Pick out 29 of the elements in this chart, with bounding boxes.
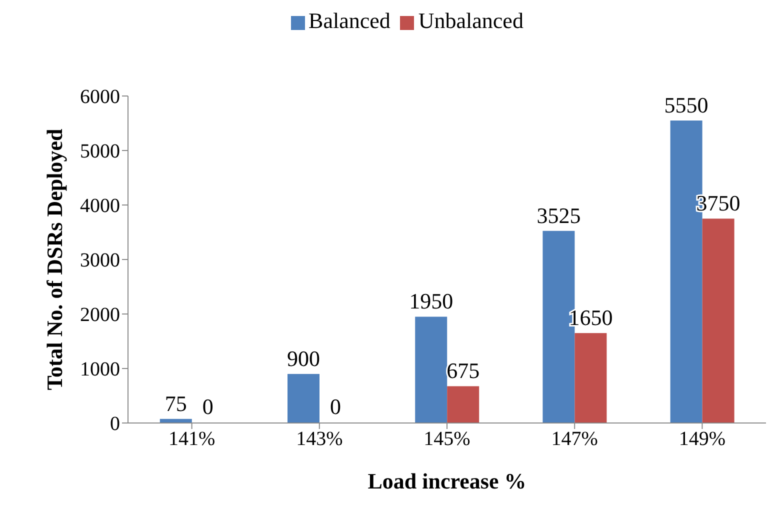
x-tick-label: 149%: [678, 428, 726, 450]
x-tick-label: 147%: [551, 428, 598, 450]
y-axis-title: Total No. of DSRs Deployed: [42, 128, 67, 390]
y-tick-label: 6000: [80, 86, 120, 108]
bar: [415, 316, 448, 423]
x-axis-title: Load increase %: [368, 468, 526, 494]
data-label: 5550: [664, 92, 708, 118]
y-tick-label: 0: [110, 413, 120, 436]
x-tick-label: 141%: [168, 428, 216, 450]
data-label: 0: [202, 394, 214, 419]
y-tick-label: 3000: [80, 250, 120, 272]
y-tick-label: 4000: [80, 195, 120, 218]
bar: [702, 218, 734, 423]
bar: [288, 374, 320, 423]
data-label: 0: [330, 394, 341, 419]
data-label: 75: [164, 390, 187, 416]
x-tick-label: 145%: [424, 428, 470, 450]
data-label: 675: [446, 358, 480, 384]
data-label: 3525: [536, 202, 581, 228]
legend-label: Balanced: [308, 8, 390, 33]
bar: [447, 386, 480, 423]
data-label: 900: [287, 346, 320, 371]
y-tick-label: 5000: [80, 140, 120, 163]
data-label: 1950: [409, 288, 454, 314]
bar: [574, 333, 607, 423]
x-tick-label: 143%: [296, 428, 343, 450]
y-tick-label: 2000: [80, 304, 120, 326]
legend-label: Unbalanced: [418, 8, 524, 33]
y-tick-label: 1000: [80, 358, 120, 381]
